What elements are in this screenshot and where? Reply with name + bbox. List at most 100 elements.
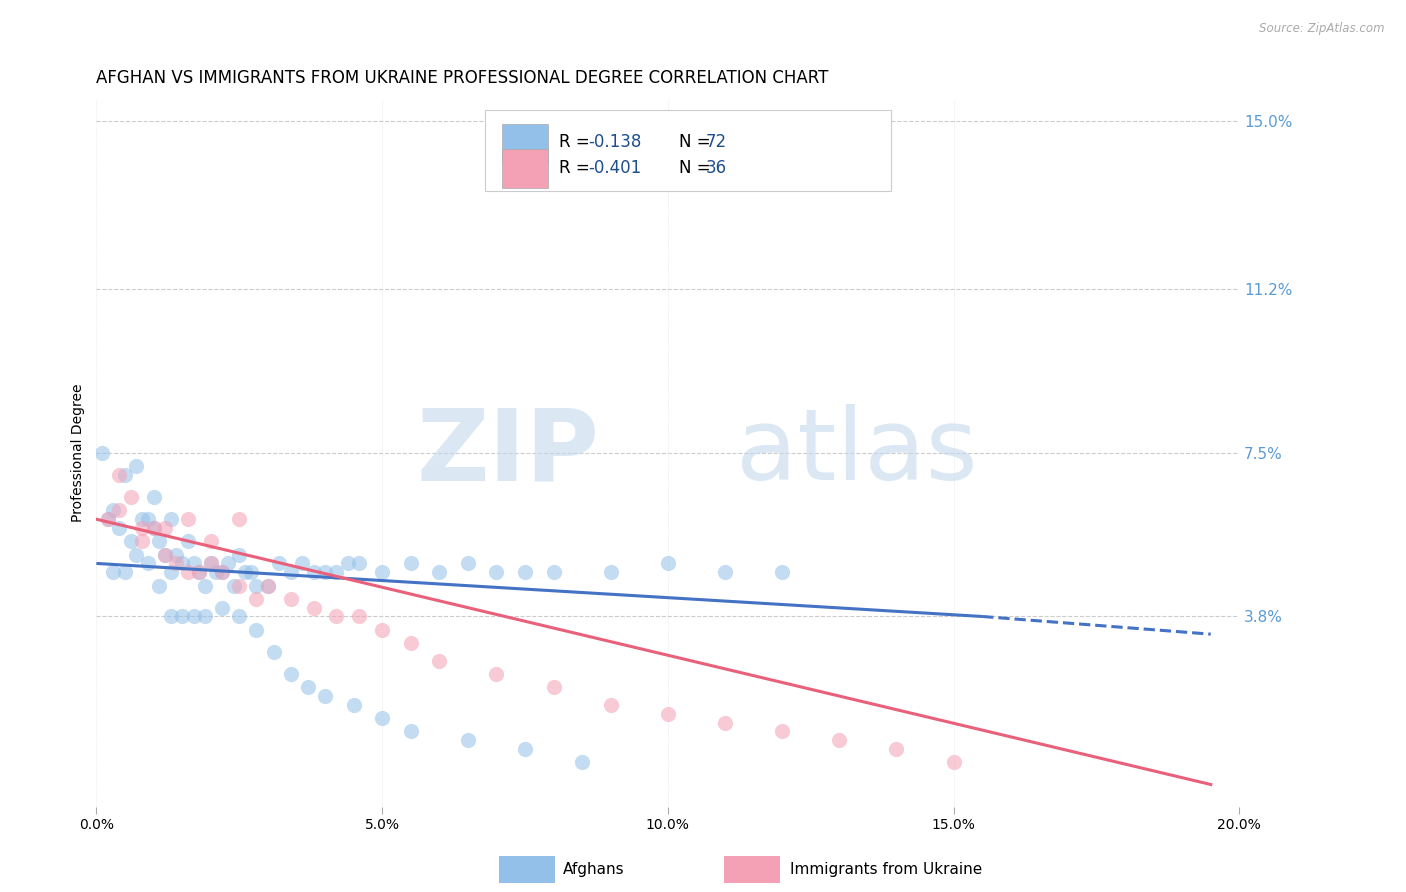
Point	[170, 609, 193, 624]
Point	[942, 756, 965, 770]
Point	[97, 512, 120, 526]
Point	[165, 557, 187, 571]
Text: N =: N =	[679, 133, 716, 151]
Text: -0.401: -0.401	[588, 159, 641, 177]
Point	[131, 534, 153, 549]
Point	[371, 623, 394, 637]
Point	[165, 548, 187, 562]
Text: ZIP: ZIP	[416, 404, 599, 501]
Point	[269, 557, 291, 571]
Point	[97, 512, 120, 526]
Point	[599, 566, 621, 580]
Point	[159, 512, 181, 526]
Point	[399, 636, 422, 650]
Point	[485, 667, 508, 681]
Point	[297, 680, 319, 694]
Point	[153, 548, 176, 562]
Point	[177, 566, 200, 580]
Point	[217, 557, 239, 571]
Point	[342, 698, 364, 712]
Point	[131, 512, 153, 526]
Point	[280, 566, 302, 580]
Point	[239, 566, 262, 580]
Point	[211, 566, 233, 580]
Point	[170, 557, 193, 571]
Point	[263, 645, 285, 659]
Text: R =: R =	[560, 133, 595, 151]
Point	[131, 521, 153, 535]
Point	[828, 733, 851, 747]
Point	[485, 566, 508, 580]
Point	[200, 557, 222, 571]
Y-axis label: Professional Degree: Professional Degree	[72, 384, 86, 522]
Text: Immigrants from Ukraine: Immigrants from Ukraine	[790, 863, 983, 877]
Point	[211, 600, 233, 615]
Point	[513, 566, 536, 580]
Point	[211, 566, 233, 580]
Point	[714, 715, 737, 730]
Point	[228, 512, 250, 526]
Point	[103, 503, 125, 517]
Point	[108, 468, 131, 483]
Point	[657, 557, 679, 571]
Text: Afghans: Afghans	[562, 863, 624, 877]
Text: 36: 36	[706, 159, 727, 177]
Point	[256, 578, 278, 592]
Point	[114, 566, 136, 580]
Point	[153, 521, 176, 535]
Text: AFGHAN VS IMMIGRANTS FROM UKRAINE PROFESSIONAL DEGREE CORRELATION CHART: AFGHAN VS IMMIGRANTS FROM UKRAINE PROFES…	[97, 69, 828, 87]
Point	[120, 490, 142, 504]
Point	[228, 609, 250, 624]
Point	[120, 534, 142, 549]
FancyBboxPatch shape	[485, 110, 891, 191]
Point	[183, 557, 205, 571]
Point	[657, 706, 679, 721]
Point	[571, 756, 593, 770]
Point	[188, 566, 211, 580]
Text: N =: N =	[679, 159, 716, 177]
Point	[457, 733, 479, 747]
Point	[325, 609, 347, 624]
Point	[302, 600, 325, 615]
Point	[543, 680, 565, 694]
Text: atlas: atlas	[737, 404, 979, 501]
Point	[280, 667, 302, 681]
Point	[314, 689, 336, 703]
Point	[302, 566, 325, 580]
Point	[142, 521, 165, 535]
Point	[108, 521, 131, 535]
Point	[228, 548, 250, 562]
Point	[159, 566, 181, 580]
Point	[148, 534, 170, 549]
Bar	[502, 124, 548, 163]
Point	[136, 512, 159, 526]
Point	[177, 534, 200, 549]
Point	[399, 557, 422, 571]
Point	[103, 566, 125, 580]
Point	[114, 468, 136, 483]
Point	[183, 609, 205, 624]
Point	[513, 742, 536, 756]
Point	[314, 566, 336, 580]
Point	[142, 490, 165, 504]
Point	[142, 521, 165, 535]
Text: -0.138: -0.138	[588, 133, 641, 151]
Point	[245, 591, 267, 606]
Point	[371, 566, 394, 580]
Point	[91, 446, 114, 460]
Bar	[502, 149, 548, 187]
Text: 72: 72	[706, 133, 727, 151]
Point	[325, 566, 347, 580]
Point	[399, 724, 422, 739]
Point	[233, 566, 256, 580]
Point	[194, 609, 217, 624]
Point	[886, 742, 908, 756]
Point	[177, 512, 200, 526]
Point	[222, 578, 245, 592]
Text: R =: R =	[560, 159, 595, 177]
Point	[136, 557, 159, 571]
Point	[291, 557, 314, 571]
Point	[153, 548, 176, 562]
Point	[188, 566, 211, 580]
Point	[427, 566, 450, 580]
